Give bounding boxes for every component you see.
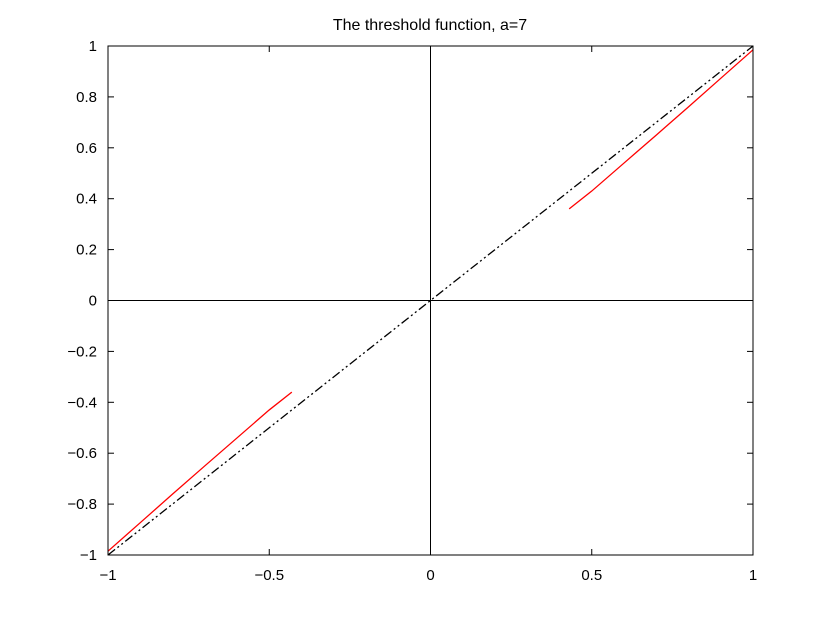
- y-tick-label: −0.8: [67, 496, 97, 513]
- x-tick-label: 0.5: [581, 567, 602, 584]
- ticks-layer: −1 −0.5 0 0.5 1 −1 −0.8 −0.6 −0.4 −0.2 0 0.2 0.4 0.6 0…: [67, 38, 757, 584]
- y-tick-label: 0.2: [76, 242, 97, 259]
- threshold-curve-segment-2: [568, 49, 754, 210]
- y-tick-label: −0.2: [67, 343, 97, 360]
- y-tick-label: −0.6: [67, 445, 97, 462]
- series-layer: [107, 45, 754, 556]
- y-tick-label: 0.8: [76, 89, 97, 106]
- y-tick-label: 1: [89, 38, 97, 55]
- threshold-curve-segment-1: [107, 391, 293, 552]
- x-tick-label: −1: [99, 567, 116, 584]
- x-tick-label: 1: [749, 567, 757, 584]
- identity-dashdot-line: [107, 45, 754, 556]
- reference-lines: [108, 46, 753, 555]
- x-tick-label: 0: [426, 567, 434, 584]
- y-tick-label: 0.6: [76, 140, 97, 157]
- x-tick-label: −0.5: [254, 567, 284, 584]
- y-tick-label: 0: [89, 293, 97, 310]
- chart-title: The threshold function, a=7: [333, 17, 527, 34]
- y-tick-label: 0.4: [76, 191, 97, 208]
- y-tick-label: −1: [80, 547, 97, 564]
- y-tick-label: −0.4: [67, 394, 97, 411]
